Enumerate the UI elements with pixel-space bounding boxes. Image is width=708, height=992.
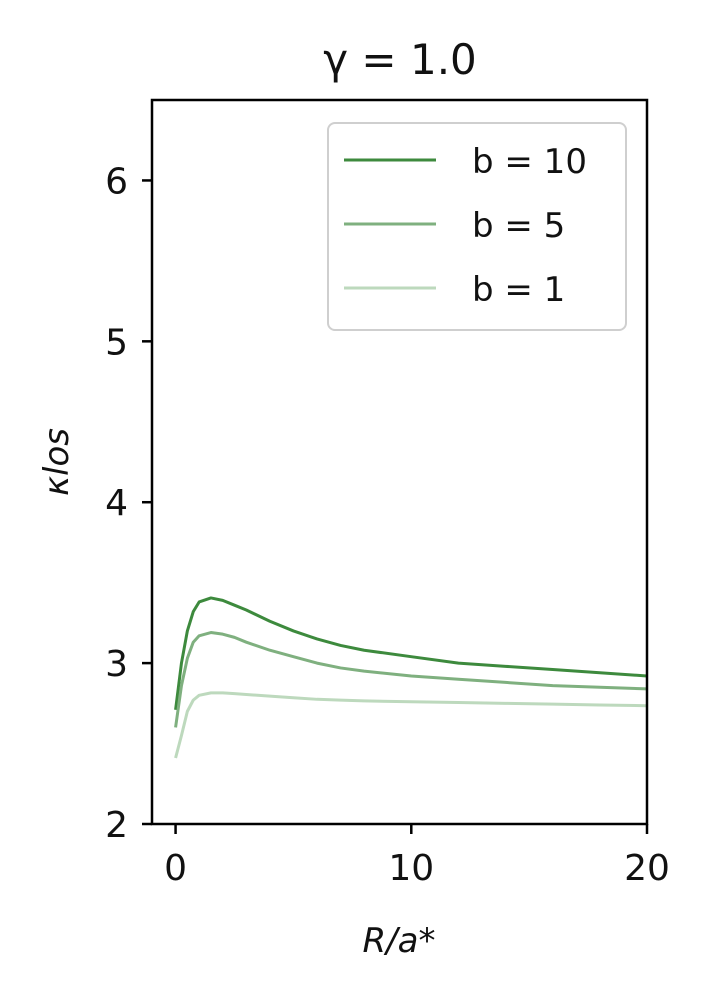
- y-tick-label: 4: [105, 483, 128, 524]
- y-axis-label: κlos: [37, 428, 77, 496]
- legend: b = 10 b = 5 b = 1: [327, 122, 627, 331]
- y-tick-label: 5: [105, 322, 128, 363]
- chart-title: γ = 1.0: [323, 35, 477, 84]
- x-tick-label: 0: [164, 848, 187, 889]
- x-tick-label: 20: [624, 848, 670, 889]
- y-tick-label: 2: [105, 805, 128, 846]
- y-tick-label: 6: [105, 161, 128, 202]
- series-line-1: [174, 596, 648, 710]
- series-layer: [174, 596, 648, 759]
- series-line-2: [174, 631, 648, 728]
- x-axis: 0 10 20: [164, 824, 670, 889]
- y-axis: 2 3 4 5 6: [105, 161, 152, 846]
- legend-label-2: b = 5: [472, 206, 565, 246]
- legend-label-3: b = 1: [472, 270, 565, 310]
- series-line-3: [174, 691, 648, 759]
- y-tick-label: 3: [105, 644, 128, 685]
- x-tick-label: 10: [388, 848, 434, 889]
- legend-label-1: b = 10: [472, 142, 587, 182]
- plot-frame: [150, 98, 649, 826]
- x-axis-label: R/a*: [363, 921, 436, 961]
- legend-box: [327, 122, 627, 331]
